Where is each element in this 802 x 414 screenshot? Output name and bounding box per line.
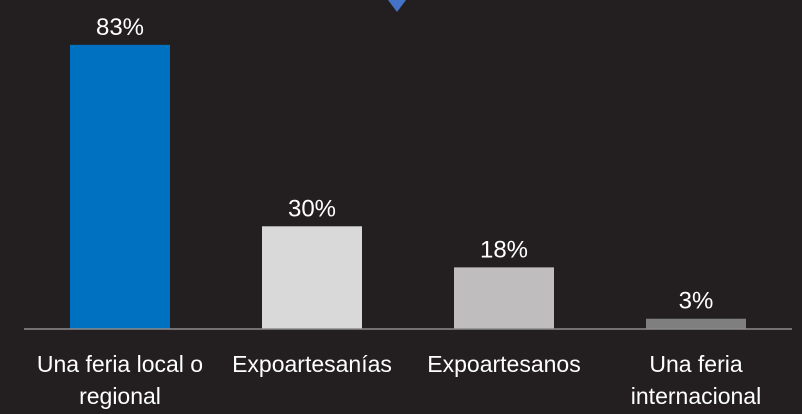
data-label-2: 30%	[288, 195, 336, 222]
marker-arrow-icon	[388, 0, 406, 12]
bar-4	[646, 318, 746, 329]
data-label-4: 3%	[679, 288, 714, 315]
bar-3	[454, 267, 554, 329]
category-label-4-line-2: internacional	[631, 383, 761, 409]
data-label-1: 83%	[96, 14, 144, 41]
category-label-2: Expoartesanías	[232, 351, 392, 377]
category-label-1-line-2: regional	[79, 383, 161, 409]
data-label-3: 18%	[480, 236, 528, 263]
bar-2	[262, 226, 362, 329]
category-label-1-line-1: Una feria local o	[37, 351, 203, 377]
bar-1	[70, 44, 170, 330]
category-label-3: Expoartesanos	[427, 351, 580, 377]
category-label-4-line-1: Una feria	[649, 351, 743, 377]
